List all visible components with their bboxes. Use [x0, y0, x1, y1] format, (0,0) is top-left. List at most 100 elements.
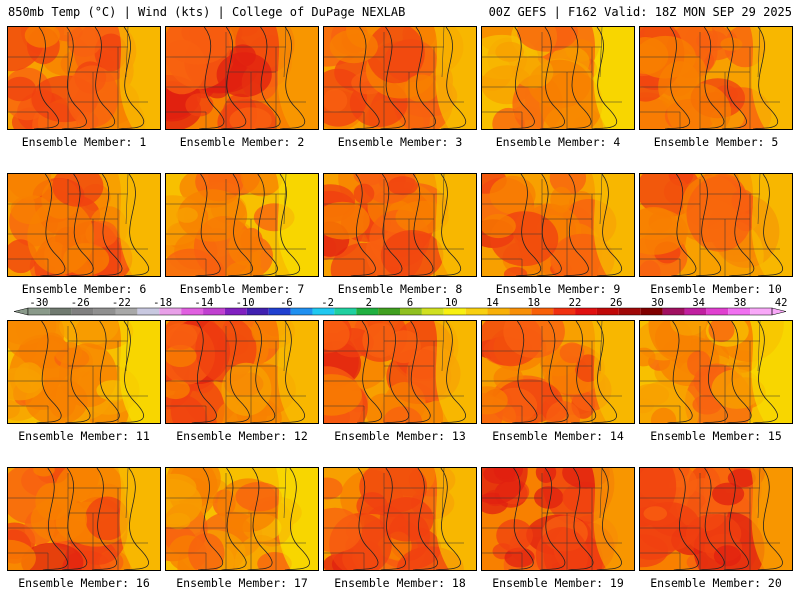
colorbar-swatch	[203, 308, 225, 315]
colorbar-swatch	[640, 308, 663, 315]
colorbar-swatch	[115, 308, 138, 315]
colorbar-swatch	[224, 308, 247, 315]
colorbar-swatch	[728, 308, 751, 315]
ensemble-member-label: Ensemble Member: 19	[492, 576, 624, 590]
colorbar-swatch	[750, 308, 772, 315]
colorbar-max-arrow	[771, 307, 787, 316]
ensemble-map-panel	[323, 26, 477, 130]
model-run-info: 00Z GEFS | F162 Valid: 18Z MON SEP 29 20…	[488, 5, 792, 19]
colorbar-tick-label: 38	[734, 297, 747, 309]
temperature-field	[8, 321, 160, 423]
colorbar-swatch	[181, 308, 204, 315]
colorbar-tick-label: -10	[236, 297, 255, 309]
colorbar-swatch	[312, 308, 335, 315]
ensemble-member-label: Ensemble Member: 20	[650, 576, 782, 590]
colorbar-swatch	[334, 308, 357, 315]
ensemble-member-label: Ensemble Member: 14	[492, 429, 624, 443]
temperature-field	[324, 321, 476, 423]
colorbar-swatch	[421, 308, 444, 315]
colorbar-tick-label: -22	[112, 297, 131, 309]
ensemble-member-label: Ensemble Member: 8	[337, 282, 463, 296]
colorbar-swatch	[246, 308, 269, 315]
colorbar-swatch	[618, 308, 641, 315]
colorbar-tick-label: 18	[527, 297, 540, 309]
colorbar-swatch	[71, 308, 94, 315]
temperature-field	[166, 468, 318, 570]
colorbar-swatch	[137, 308, 160, 315]
colorbar-swatch	[268, 308, 291, 315]
colorbar-swatch	[93, 308, 116, 315]
temperature-field	[640, 321, 792, 423]
ensemble-member-label: Ensemble Member: 2	[179, 135, 305, 149]
colorbar-swatch	[400, 308, 422, 315]
ensemble-member-label: Ensemble Member: 15	[650, 429, 782, 443]
temperature-field	[166, 174, 318, 276]
ensemble-map-panel	[7, 467, 161, 571]
colorbar-swatch	[531, 308, 554, 315]
ensemble-member-label: Ensemble Member: 6	[21, 282, 147, 296]
ensemble-map-panel	[323, 173, 477, 277]
ensemble-map-panel	[323, 467, 477, 571]
temperature-field	[324, 174, 476, 276]
temperature-field	[482, 321, 634, 423]
ensemble-map-panel	[7, 26, 161, 130]
colorbar-swatch	[553, 308, 576, 315]
temperature-field	[324, 27, 476, 129]
temperature-field	[8, 27, 160, 129]
colorbar-swatch	[706, 308, 729, 315]
ensemble-map-panel	[481, 173, 635, 277]
ensemble-map-panel	[639, 320, 793, 424]
colorbar-swatch	[49, 308, 72, 315]
colorbar-swatch	[487, 308, 510, 315]
ensemble-map-panel	[481, 467, 635, 571]
colorbar-tick-label: -14	[194, 297, 213, 309]
ensemble-map-panel	[639, 26, 793, 130]
temperature-field	[8, 174, 160, 276]
ensemble-map-panel	[639, 173, 793, 277]
ensemble-member-label: Ensemble Member: 16	[18, 576, 150, 590]
colorbar-tick-label: -2	[321, 297, 334, 309]
temperature-field	[8, 468, 160, 570]
map-title: 850mb Temp (°C) | Wind (kts) | College o…	[8, 5, 406, 19]
ensemble-map-panel	[165, 320, 319, 424]
ensemble-map-panel	[7, 173, 161, 277]
temperature-field	[324, 468, 476, 570]
colorbar-swatch	[465, 308, 488, 315]
ensemble-map-panel	[639, 467, 793, 571]
colorbar-tick-label: 34	[692, 297, 705, 309]
ensemble-member-label: Ensemble Member: 7	[179, 282, 305, 296]
ensemble-member-label: Ensemble Member: 4	[495, 135, 621, 149]
ensemble-member-label: Ensemble Member: 12	[176, 429, 308, 443]
colorbar-min-arrow	[13, 307, 29, 316]
colorbar-tick-label: 10	[445, 297, 458, 309]
colorbar-swatch	[159, 308, 182, 315]
temperature-field	[166, 27, 318, 129]
ensemble-member-label: Ensemble Member: 5	[653, 135, 779, 149]
colorbar-outline	[27, 307, 773, 316]
colorbar-swatch	[596, 308, 619, 315]
colorbar-swatch	[378, 308, 400, 315]
ensemble-member-label: Ensemble Member: 13	[334, 429, 466, 443]
colorbar-tick-label: 26	[610, 297, 623, 309]
colorbar-swatch	[443, 308, 466, 315]
ensemble-member-label: Ensemble Member: 1	[21, 135, 147, 149]
ensemble-map-panel	[323, 320, 477, 424]
colorbar-tick-label: 30	[651, 297, 664, 309]
colorbar-tick-label: 14	[486, 297, 499, 309]
ensemble-member-label: Ensemble Member: 10	[650, 282, 782, 296]
colorbar-tick-label: 6	[407, 297, 413, 309]
ensemble-map-panel	[7, 320, 161, 424]
temperature-field	[640, 174, 792, 276]
ensemble-map-panel	[165, 467, 319, 571]
ensemble-member-label: Ensemble Member: 17	[176, 576, 308, 590]
ensemble-member-label: Ensemble Member: 11	[18, 429, 150, 443]
colorbar-tick-label: -26	[71, 297, 90, 309]
ensemble-map-panel	[165, 26, 319, 130]
temperature-field	[640, 27, 792, 129]
colorbar-swatch	[575, 308, 597, 315]
colorbar-tick-label: 42	[775, 297, 788, 309]
colorbar-swatch	[290, 308, 313, 315]
temperature-field	[482, 174, 634, 276]
colorbar-tick-label: -30	[29, 297, 48, 309]
ensemble-member-label: Ensemble Member: 9	[495, 282, 621, 296]
